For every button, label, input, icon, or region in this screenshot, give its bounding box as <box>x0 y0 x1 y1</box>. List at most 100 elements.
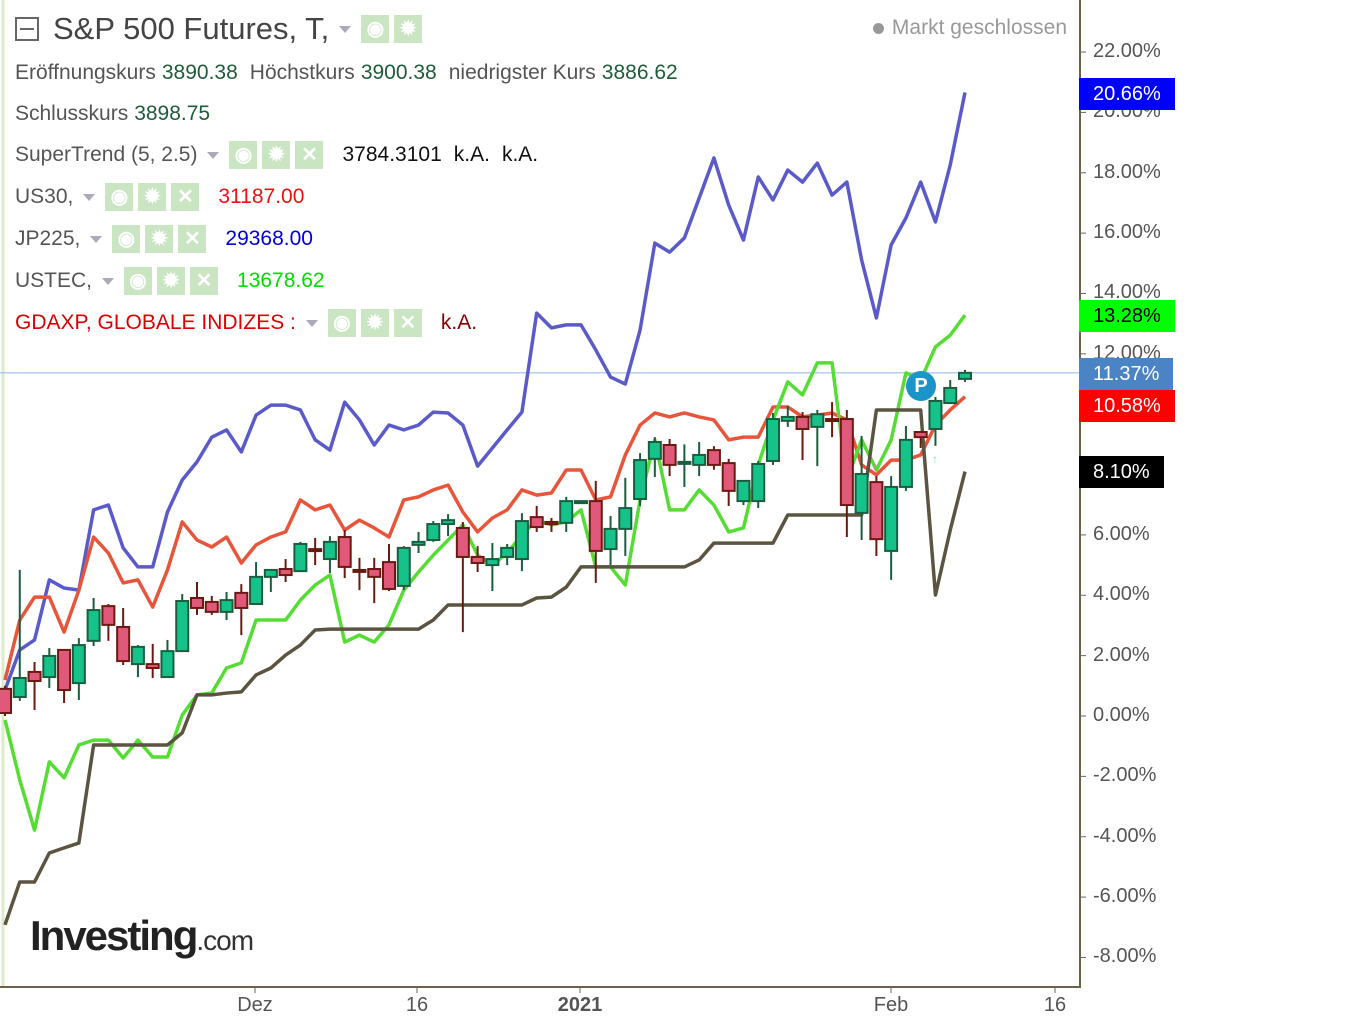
candle-body <box>721 462 736 492</box>
candle-body <box>160 650 175 679</box>
gear-icon[interactable]: ✹ <box>394 15 423 43</box>
y-tick-label: 2.00% <box>1093 643 1150 666</box>
y-tick-label: -8.00% <box>1093 945 1157 968</box>
candle-body <box>913 431 928 439</box>
close-icon[interactable]: ✕ <box>171 183 200 211</box>
eye-icon[interactable]: ◉ <box>361 15 390 43</box>
candle-body <box>441 519 456 526</box>
gear-icon[interactable]: ✹ <box>138 183 167 211</box>
open-label: Eröffnungskurs <box>15 61 156 84</box>
chevron-down-icon[interactable] <box>207 151 220 159</box>
eye-icon[interactable]: ◉ <box>105 183 134 211</box>
candle-body <box>337 536 352 568</box>
close-icon[interactable]: ✕ <box>295 141 324 169</box>
status-text: Markt geschlossen <box>891 16 1067 39</box>
market-status: Markt geschlossen <box>872 16 1067 40</box>
low-value: 3886.62 <box>601 61 678 84</box>
indicator-value: k.A. <box>453 143 490 166</box>
candle-body <box>204 600 219 613</box>
chevron-down-icon[interactable] <box>90 235 103 243</box>
chevron-down-icon[interactable] <box>83 193 96 201</box>
candle-body <box>662 443 677 466</box>
candle-body <box>293 542 308 573</box>
candle-body <box>470 555 485 564</box>
candle-body <box>278 568 293 577</box>
close-icon[interactable]: ✕ <box>178 225 207 253</box>
indicator-value: k.A. <box>440 311 478 334</box>
collapse-icon[interactable] <box>15 17 39 41</box>
gear-icon[interactable]: ✹ <box>262 141 291 169</box>
candle-body <box>736 479 751 503</box>
x-tick-label: 16 <box>405 994 429 1016</box>
candle-body <box>57 648 72 692</box>
indicator-name[interactable]: SuperTrend (5, 2.5) <box>15 143 198 166</box>
chevron-down-icon[interactable] <box>102 277 115 285</box>
candle-body <box>529 516 544 529</box>
close-value: 3898.75 <box>134 102 211 125</box>
indicator-row: US30, ◉ ✹ ✕ 31187.00 <box>15 182 304 212</box>
candle-body <box>86 609 101 642</box>
y-tick-label: -4.00% <box>1093 824 1157 847</box>
candle-body <box>500 546 515 558</box>
candle-body <box>869 481 884 541</box>
gear-icon[interactable]: ✹ <box>145 225 174 253</box>
indicator-name[interactable]: US30, <box>15 185 74 208</box>
y-tick-label: 6.00% <box>1093 522 1150 545</box>
last-value-tag: 10.58% <box>1079 390 1175 422</box>
indicator-name[interactable]: GDAXP, GLOBALE INDIZES : <box>15 311 296 334</box>
candle-body <box>396 546 411 587</box>
ohlc-row: Eröffnungskurs 3890.38 Höchstkurs 3900.3… <box>15 58 678 88</box>
indicator-name[interactable]: USTEC, <box>15 269 93 292</box>
close-label: Schlusskurs <box>15 102 129 125</box>
indicator-value: 29368.00 <box>225 227 313 250</box>
p-marker[interactable]: P <box>906 371 936 401</box>
eye-icon[interactable]: ◉ <box>327 309 356 337</box>
last-value-tag: 20.66% <box>1079 78 1175 110</box>
eye-icon[interactable]: ◉ <box>112 225 141 253</box>
indicator-value: 13678.62 <box>237 269 325 292</box>
eye-icon[interactable]: ◉ <box>229 141 258 169</box>
investing-logo: Investing.com <box>30 912 254 959</box>
chevron-down-icon[interactable] <box>339 25 352 33</box>
y-tick-label: 4.00% <box>1093 583 1150 606</box>
low-label: niedrigster Kurs <box>448 61 596 84</box>
x-tick-label: Feb <box>873 994 909 1016</box>
candle-body <box>411 540 426 546</box>
chevron-down-icon[interactable] <box>305 319 318 327</box>
high-label: Höchstkurs <box>249 61 355 84</box>
series-line-jp225 <box>3 92 967 691</box>
close-icon[interactable]: ✕ <box>190 267 219 295</box>
open-value: 3890.38 <box>161 61 238 84</box>
title-row: S&P 500 Futures, T, ◉ ✹ <box>15 11 427 46</box>
status-dot-icon <box>872 22 884 34</box>
indicator-value: 31187.00 <box>218 185 305 208</box>
gear-icon[interactable]: ✹ <box>360 309 389 337</box>
candle-body <box>751 462 766 503</box>
candle-body <box>574 500 588 505</box>
candle-body <box>263 568 278 578</box>
candle-body <box>618 507 633 530</box>
candle-body <box>603 527 618 551</box>
candle-body <box>588 500 603 552</box>
candle-body <box>190 596 204 609</box>
x-tick-label: 16 <box>1043 994 1067 1016</box>
high-value: 3900.38 <box>360 61 437 84</box>
candle-body <box>706 449 721 466</box>
candle-body <box>677 460 692 465</box>
y-tick-label: 14.00% <box>1093 281 1161 304</box>
eye-icon[interactable]: ◉ <box>124 267 153 295</box>
indicator-name[interactable]: JP225, <box>15 227 81 250</box>
candle-body <box>249 575 264 606</box>
candle-body <box>633 459 648 501</box>
candle-body <box>647 440 662 460</box>
close-icon[interactable]: ✕ <box>393 309 422 337</box>
candle-body <box>101 605 116 626</box>
candle-body <box>234 591 249 609</box>
candle-body <box>308 548 323 553</box>
candle-body <box>839 418 854 507</box>
candle-body <box>12 676 27 698</box>
x-tick-label: 2021 <box>557 994 603 1016</box>
gear-icon[interactable]: ✹ <box>157 267 186 295</box>
candle-body <box>352 568 367 573</box>
